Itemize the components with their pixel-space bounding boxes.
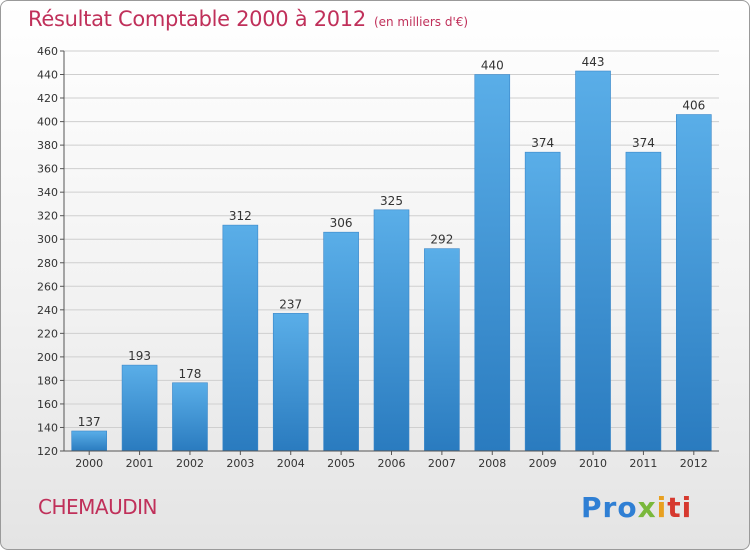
bar-2001 [121, 364, 158, 452]
y-tick-label: 380 [37, 139, 58, 152]
y-tick-label: 260 [37, 280, 58, 293]
data-label-2001: 193 [128, 349, 151, 363]
x-tick-label: 2005 [327, 457, 355, 470]
bar-2005 [323, 231, 359, 452]
data-label-2009: 374 [531, 136, 554, 150]
data-label-2007: 292 [430, 233, 453, 247]
x-axis-ticks: 2000 2001 2002 2003 2004 2005 2006 2007 2008 2009… [75, 451, 708, 470]
data-label-2010: 443 [582, 55, 605, 69]
bar-2004 [272, 313, 309, 452]
bar-2008 [474, 74, 511, 452]
bar-2000 [71, 430, 107, 452]
logo-part-1: Pro [581, 491, 638, 524]
x-tick-label: 2009 [529, 457, 557, 470]
town-name: CHEMAUDIN [38, 495, 157, 519]
y-tick-label: 340 [37, 186, 58, 199]
data-label-2011: 374 [632, 136, 655, 150]
data-label-2008: 440 [481, 59, 504, 73]
data-labels: 137 193 178 312 237 306 325 292 440 374 443 374 406 [78, 55, 706, 429]
x-tick-label: 2008 [478, 457, 506, 470]
x-tick-label: 2007 [428, 457, 456, 470]
y-tick-label: 280 [37, 257, 58, 270]
bar-2007 [424, 248, 460, 452]
logo-part-3: i [656, 491, 668, 524]
proxiti-logo: Proxiti [581, 491, 692, 524]
x-tick-label: 2001 [126, 457, 154, 470]
bars [71, 70, 712, 452]
data-label-2000: 137 [78, 415, 101, 429]
chart-title-main: Résultat Comptable 2000 à 2012 [28, 7, 366, 31]
y-tick-label: 300 [37, 233, 58, 246]
bar-2002 [172, 382, 208, 452]
y-tick-label: 140 [37, 421, 58, 434]
data-label-2002: 178 [179, 367, 202, 381]
y-tick-label: 320 [37, 210, 58, 223]
y-tick-label: 400 [37, 116, 58, 129]
y-tick-label: 460 [37, 45, 58, 58]
y-tick-label: 420 [37, 92, 58, 105]
x-tick-label: 2000 [75, 457, 103, 470]
y-tick-label: 240 [37, 304, 58, 317]
x-tick-label: 2002 [176, 457, 204, 470]
x-tick-label: 2003 [226, 457, 254, 470]
bar-2006 [373, 209, 410, 452]
x-tick-label: 2012 [680, 457, 708, 470]
bar-2003 [222, 224, 259, 452]
x-tick-label: 2010 [579, 457, 607, 470]
chart-unit-note: (en milliers d'€) [373, 15, 469, 29]
y-tick-label: 220 [37, 327, 58, 340]
bar-2011 [625, 151, 662, 452]
logo-part-2: x [637, 491, 657, 524]
data-label-2006: 325 [380, 194, 403, 208]
y-tick-label: 360 [37, 163, 58, 176]
data-label-2012: 406 [682, 99, 705, 113]
chart-title: Résultat Comptable 2000 à 2012 (en millie… [28, 7, 468, 31]
x-tick-label: 2011 [629, 457, 657, 470]
bar-2012 [676, 114, 712, 452]
data-label-2005: 306 [330, 216, 353, 230]
y-tick-label: 120 [37, 445, 58, 458]
bar-2009 [524, 151, 561, 452]
bar-2010 [575, 70, 611, 452]
y-axis-ticks: 120 140 160 180 200 220 240 260 280 300 320 340 360 3… [37, 45, 64, 458]
y-tick-label: 180 [37, 374, 58, 387]
data-label-2004: 237 [279, 297, 302, 311]
logo-part-4: ti [667, 491, 693, 524]
data-label-2003: 312 [229, 209, 252, 223]
y-tick-label: 440 [37, 69, 58, 82]
y-tick-label: 160 [37, 398, 58, 411]
x-tick-label: 2004 [277, 457, 305, 470]
y-tick-label: 200 [37, 351, 58, 364]
x-tick-label: 2006 [378, 457, 406, 470]
